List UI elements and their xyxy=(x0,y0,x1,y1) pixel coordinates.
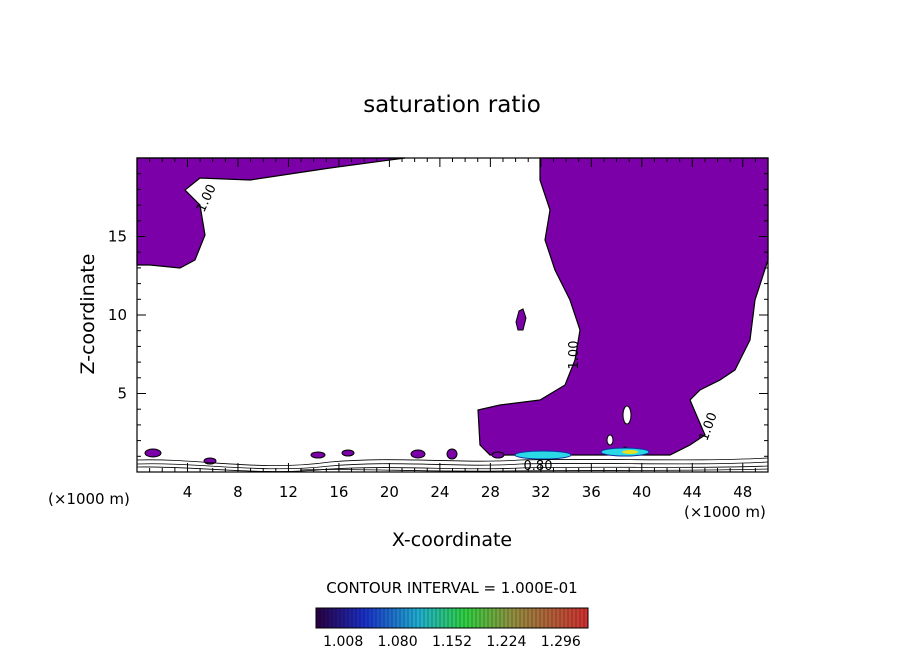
right-plume-region xyxy=(477,157,769,456)
low-level-cell-5 xyxy=(410,449,426,459)
chart-title: saturation ratio xyxy=(363,92,541,118)
x-axis-ticks: 4 8 12 16 20 24 28 32 36 40 44 48 xyxy=(149,158,756,501)
yellow-core xyxy=(622,450,638,454)
x-tick-label: 40 xyxy=(632,483,651,501)
contour-label-3: 1.00 xyxy=(697,411,721,443)
x-tick-label: 48 xyxy=(733,483,752,501)
y-tick-label: 15 xyxy=(108,228,127,246)
low-level-cell-3 xyxy=(310,451,326,459)
contour-interval-text: CONTOUR INTERVAL = 1.000E-01 xyxy=(326,579,577,597)
x-tick-label: 16 xyxy=(329,483,348,501)
low-level-cell-4 xyxy=(341,449,355,457)
low-level-cell-7 xyxy=(491,451,505,459)
x-axis-label: X-coordinate xyxy=(392,529,512,551)
low-level-cell-6 xyxy=(446,448,458,460)
colorbar-tick-label: 1.296 xyxy=(541,634,581,650)
contour-label-1: 1.00 xyxy=(194,182,220,215)
y-tick-label: 10 xyxy=(108,306,127,324)
y-axis-ticks: 5 10 15 xyxy=(108,173,768,457)
hole-1 xyxy=(622,405,632,425)
supersaturation-regions xyxy=(136,157,769,465)
hole-2 xyxy=(606,434,614,446)
x-tick-label: 24 xyxy=(430,483,449,501)
x-unit-label-right: (×1000 m) xyxy=(684,503,766,521)
colorbar-ticks: 1.008 1.080 1.152 1.224 1.296 xyxy=(319,608,585,650)
contour-label-4: 0.80 xyxy=(524,459,553,474)
x-tick-label: 36 xyxy=(582,483,601,501)
x-unit-label-left: (×1000 m) xyxy=(48,490,130,508)
colorbar-tick-label: 1.008 xyxy=(323,634,363,650)
x-tick-label: 4 xyxy=(183,483,193,501)
upper-left-region xyxy=(136,157,406,269)
low-level-cell-1 xyxy=(144,448,162,458)
x-tick-label: 20 xyxy=(380,483,399,501)
x-tick-label: 32 xyxy=(531,483,550,501)
colorbar-tick-label: 1.152 xyxy=(432,634,472,650)
y-tick-label: 5 xyxy=(117,385,127,403)
colorbar-tick-label: 1.224 xyxy=(486,634,526,650)
y-axis-label: Z-coordinate xyxy=(77,254,99,375)
low-level-contours xyxy=(136,457,769,472)
colorbar-tick-label: 1.080 xyxy=(378,634,418,650)
x-tick-label: 12 xyxy=(279,483,298,501)
x-tick-label: 44 xyxy=(683,483,702,501)
contour-label-2: 1.00 xyxy=(567,341,582,370)
x-tick-label: 8 xyxy=(233,483,243,501)
x-tick-label: 28 xyxy=(481,483,500,501)
small-cell-region xyxy=(515,308,527,331)
cyan-core-1 xyxy=(514,450,572,460)
